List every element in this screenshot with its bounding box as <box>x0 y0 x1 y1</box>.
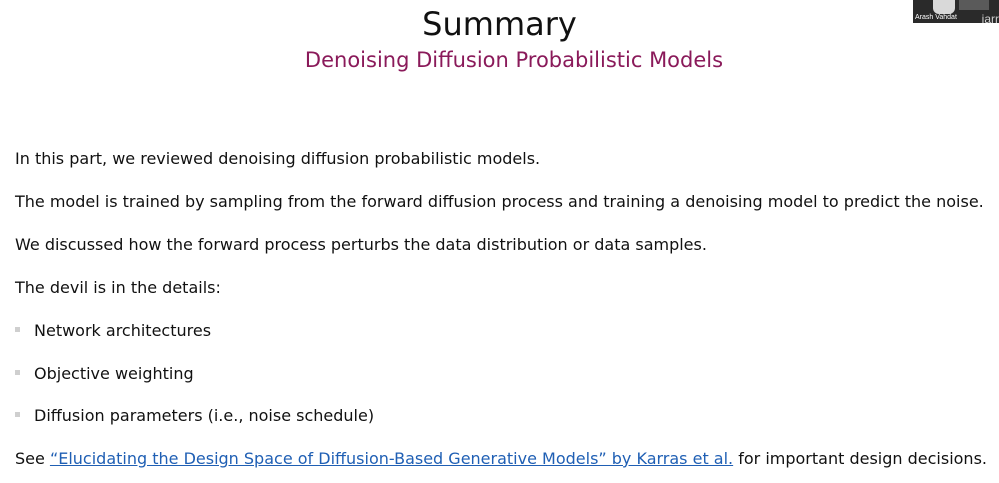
reference-prefix: See <box>15 449 50 468</box>
karras-paper-link[interactable]: “Elucidating the Design Space of Diffusi… <box>49 449 734 468</box>
webcam-overlay-text: iarr <box>981 12 999 23</box>
bullet-text: Network architectures <box>34 321 212 340</box>
bullet-icon <box>15 412 20 417</box>
bullet-item-diffusion-params: Diffusion parameters (i.e., noise schedu… <box>15 405 374 427</box>
paragraph-details: The devil is in the details: <box>15 278 221 297</box>
bullet-text: Diffusion parameters (i.e., noise schedu… <box>34 406 375 425</box>
slide-title: Summary <box>422 5 577 43</box>
slide-subtitle: Denoising Diffusion Probabilistic Models <box>304 48 724 72</box>
reference-suffix: for important design decisions. <box>733 449 987 468</box>
webcam-thumbnail[interactable]: Arash Vahdat iarr <box>913 0 999 23</box>
bullet-icon <box>15 327 20 332</box>
webcam-participant-name: Arash Vahdat <box>915 14 957 21</box>
paragraph-review: In this part, we reviewed denoising diff… <box>15 149 541 168</box>
reference-line: See “Elucidating the Design Space of Dif… <box>15 448 987 470</box>
paragraph-forward-process: We discussed how the forward process per… <box>15 235 707 254</box>
webcam-video-feed <box>933 0 955 14</box>
bullet-item-network: Network architectures <box>15 320 211 342</box>
bullet-item-objective: Objective weighting <box>15 363 194 385</box>
paragraph-training: The model is trained by sampling from th… <box>15 192 984 211</box>
bullet-icon <box>15 370 20 375</box>
webcam-video-feed-dark <box>959 0 989 10</box>
bullet-text: Objective weighting <box>34 364 194 383</box>
